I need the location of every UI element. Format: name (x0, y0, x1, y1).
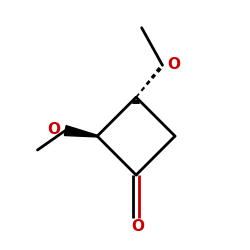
Polygon shape (64, 126, 97, 137)
Text: O: O (131, 220, 144, 234)
Text: O: O (167, 57, 180, 72)
Text: O: O (47, 122, 60, 137)
